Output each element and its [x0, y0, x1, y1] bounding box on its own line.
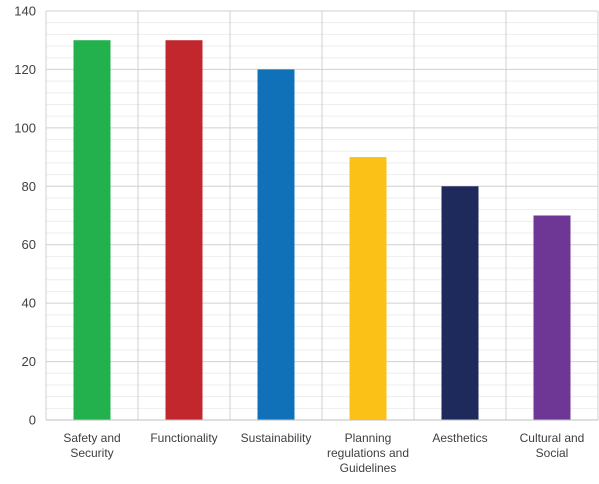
y-tick-label: 80: [22, 179, 36, 194]
y-tick-label: 20: [22, 354, 36, 369]
x-tick-label: Aesthetics: [432, 431, 487, 445]
x-tick-label-line: Planning: [345, 431, 392, 445]
x-tick-label-line: Security: [70, 446, 113, 460]
y-tick-labels: 0 20 40 60 80 100 120 140: [14, 4, 36, 428]
y-tick-label: 120: [14, 62, 36, 77]
y-tick-label: 100: [14, 120, 36, 135]
bar: [165, 40, 203, 420]
y-tick-label: 60: [22, 237, 36, 252]
x-tick-label-line: Sustainability: [241, 431, 312, 445]
bar: [533, 215, 571, 420]
bar: [349, 157, 387, 421]
y-tick-label: 140: [14, 4, 36, 19]
x-tick-label-line: regulations and: [327, 446, 409, 460]
x-tick-label: Sustainability: [241, 431, 312, 445]
x-tick-label: Cultural and Social: [520, 431, 585, 460]
x-tick-label-line: Functionality: [150, 431, 217, 445]
bars: [73, 40, 571, 421]
bar: [257, 69, 295, 420]
vertical-gridlines: [45, 11, 599, 420]
x-tick-label: Functionality: [150, 431, 217, 445]
bar: [73, 40, 111, 420]
x-tick-label-line: Guidelines: [340, 461, 397, 475]
x-tick-label: Safety and Security: [63, 431, 120, 460]
y-tick-label: 40: [22, 296, 36, 311]
x-tick-label-line: Safety and: [63, 431, 120, 445]
x-tick-label-line: Social: [536, 446, 569, 460]
x-tick-label-line: Cultural and: [520, 431, 585, 445]
x-tick-label: Planning regulations and Guidelines: [327, 431, 409, 475]
bar: [441, 186, 479, 420]
x-tick-labels: Safety and Security Functionality Sustainab…: [63, 431, 584, 475]
x-tick-label-line: Aesthetics: [432, 431, 487, 445]
y-tick-label: 0: [29, 413, 36, 428]
